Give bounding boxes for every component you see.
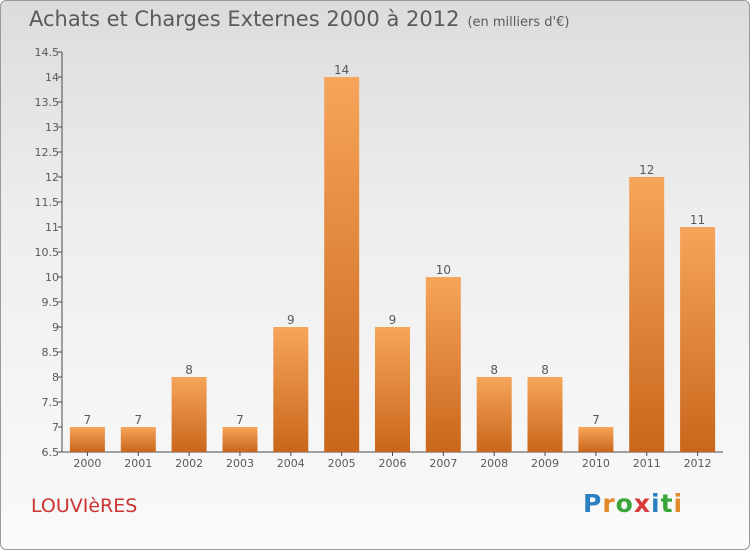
logo-letter: o xyxy=(615,489,634,518)
logo-letter: x xyxy=(633,489,651,518)
bar-2002 xyxy=(171,377,207,452)
y-tick-label: 14.5 xyxy=(35,46,60,59)
x-tick-label-2007: 2007 xyxy=(429,457,457,470)
axes: 6.5 7 7.5 8 8.5 9 9.5 10 10.5 11 11.5 12 12.5 13 13.5 1… xyxy=(35,46,723,470)
bars xyxy=(69,77,716,452)
data-label-2006: 9 xyxy=(389,313,397,327)
y-tick-label: 14 xyxy=(45,71,59,84)
x-tick-label-2009: 2009 xyxy=(531,457,559,470)
proxiti-logo: Proxiti xyxy=(583,489,683,518)
y-tick-label: 10 xyxy=(45,271,59,284)
y-tick-label: 9 xyxy=(52,321,59,334)
data-labels: 7 7 8 7 9 14 9 10 8 8 7 12 11 xyxy=(84,63,706,427)
x-tick-label-2008: 2008 xyxy=(480,457,508,470)
bar-2006 xyxy=(375,327,410,452)
bar-2009 xyxy=(527,377,563,452)
logo-letter: t xyxy=(660,489,674,518)
x-tick-label-2001: 2001 xyxy=(124,457,152,470)
x-tick-label-2010: 2010 xyxy=(582,457,610,470)
y-tick-label: 13 xyxy=(45,121,59,134)
x-tick-label-2003: 2003 xyxy=(226,457,254,470)
data-label-2005: 14 xyxy=(334,63,349,77)
x-tick-label-2000: 2000 xyxy=(73,457,101,470)
y-tick-label: 11.5 xyxy=(35,196,60,209)
y-tick-label: 13.5 xyxy=(35,96,60,109)
chart-title: Achats et Charges Externes 2000 à 2012 (e… xyxy=(29,7,569,31)
data-label-2010: 7 xyxy=(592,413,600,427)
logo-letter: r xyxy=(602,489,616,518)
bar-2003 xyxy=(222,427,258,452)
x-tick-label-2004: 2004 xyxy=(277,457,305,470)
data-label-2000: 7 xyxy=(84,413,92,427)
x-tick-label-2011: 2011 xyxy=(633,457,661,470)
bar-2001 xyxy=(120,427,156,452)
data-label-2008: 8 xyxy=(490,363,498,377)
chart-title-unit: (en milliers d'€) xyxy=(467,15,570,30)
bar-2000 xyxy=(69,427,105,452)
data-label-2012: 11 xyxy=(690,213,705,227)
y-tick-label: 11 xyxy=(45,221,59,234)
bar-2008 xyxy=(476,377,512,452)
y-tick-label: 7 xyxy=(52,421,59,434)
y-tick-label: 7.5 xyxy=(42,396,60,409)
data-label-2004: 9 xyxy=(287,313,295,327)
bar-2010 xyxy=(578,427,614,452)
bar-2005 xyxy=(324,77,360,452)
y-tick-label: 9.5 xyxy=(42,296,60,309)
data-label-2011: 12 xyxy=(639,163,654,177)
x-tick-label-2005: 2005 xyxy=(328,457,356,470)
data-label-2009: 8 xyxy=(541,363,549,377)
data-label-2003: 7 xyxy=(236,413,244,427)
y-tick-label: 10.5 xyxy=(35,246,60,259)
x-tick-label-2012: 2012 xyxy=(684,457,712,470)
y-tick-label: 6.5 xyxy=(42,446,60,459)
commune-name: LOUVIèRES xyxy=(31,495,138,517)
data-label-2001: 7 xyxy=(134,413,142,427)
bar-2004 xyxy=(273,327,309,452)
logo-letter: i xyxy=(651,489,661,518)
data-label-2002: 8 xyxy=(185,363,193,377)
y-tick-label: 12.5 xyxy=(35,146,60,159)
logo-letter: P xyxy=(583,489,603,518)
bar-2007 xyxy=(425,277,461,452)
bar-2012 xyxy=(680,227,716,452)
y-tick-label: 8 xyxy=(52,371,59,384)
logo-letter: i xyxy=(673,489,684,518)
x-tick-label-2002: 2002 xyxy=(175,457,203,470)
chart-title-main: Achats et Charges Externes 2000 à 2012 xyxy=(29,7,460,31)
data-label-2007: 10 xyxy=(436,263,451,277)
x-tick-label-2006: 2006 xyxy=(379,457,407,470)
y-tick-label: 12 xyxy=(45,171,59,184)
bar-2011 xyxy=(629,177,665,452)
y-tick-label: 8.5 xyxy=(42,346,60,359)
